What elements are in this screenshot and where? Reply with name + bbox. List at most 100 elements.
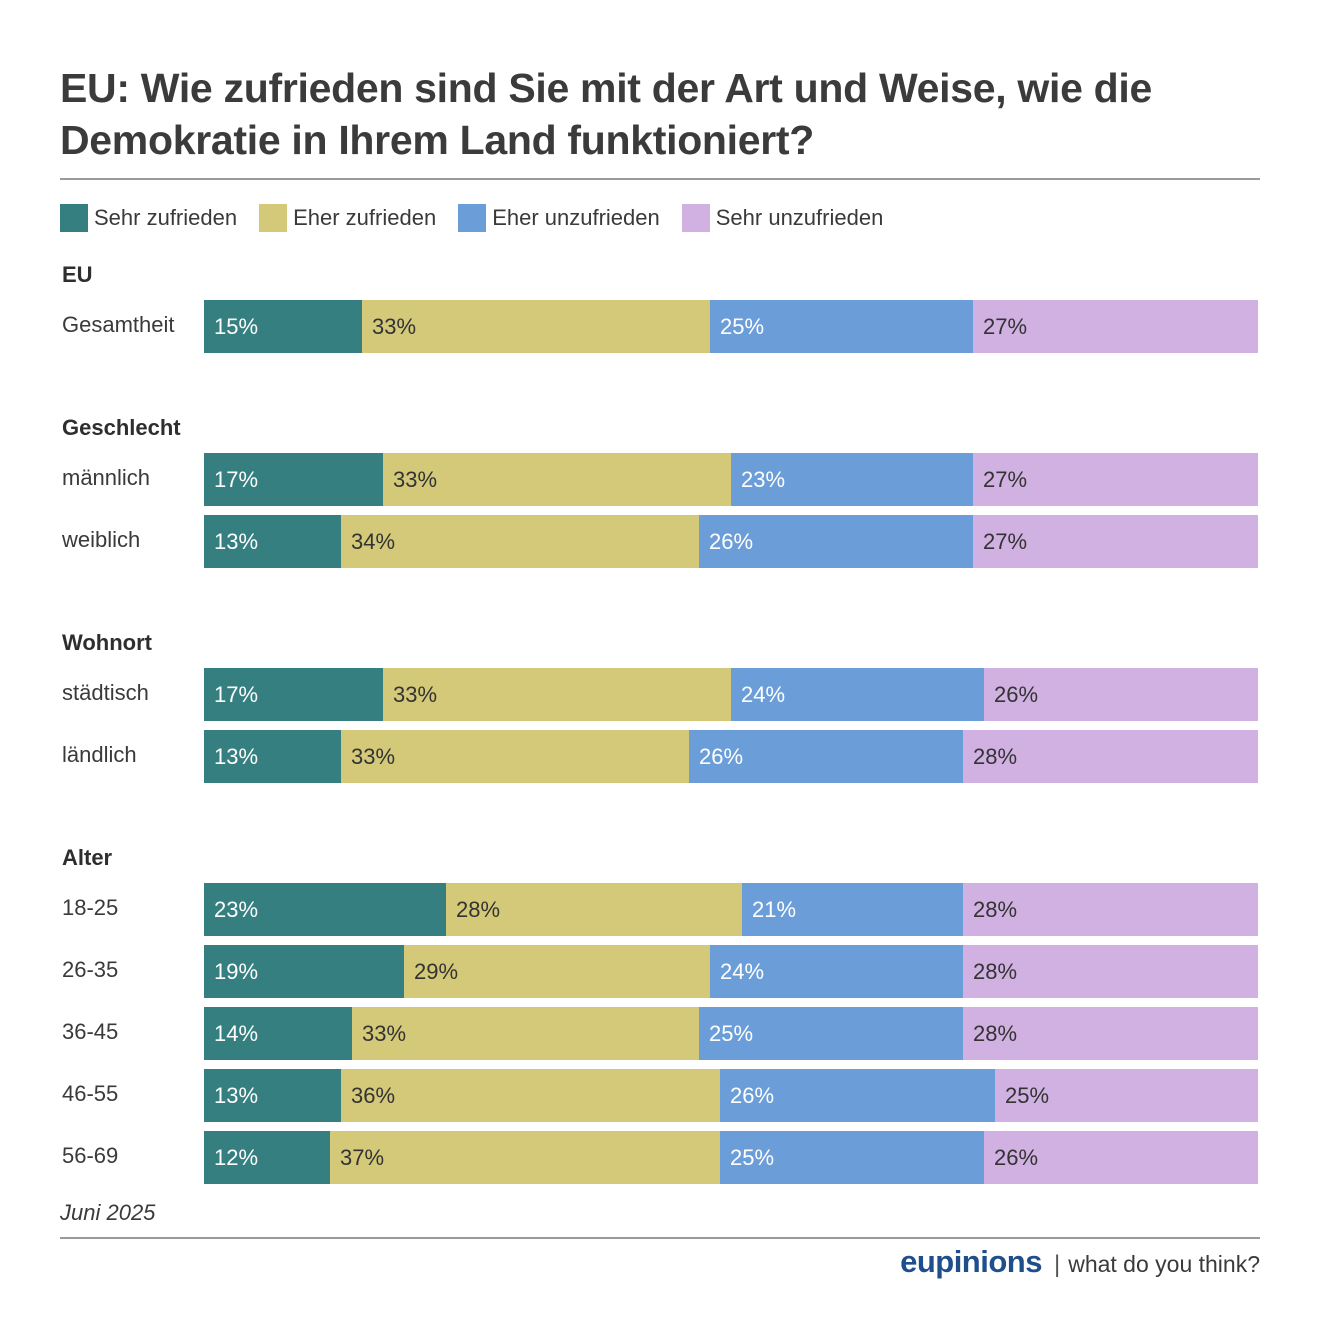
footer-separator: | [1053, 1251, 1061, 1278]
data-label-laendlich-sehr-unzufrieden: 28% [973, 744, 1018, 769]
legend-swatch-eher-unzufrieden [458, 204, 487, 232]
row-label-maennlich: männlich [62, 465, 151, 490]
bar-segment-56-69-eher-zufrieden [330, 1131, 720, 1184]
data-label-56-69-eher-zufrieden: 37% [340, 1145, 385, 1170]
footer-rule [60, 1237, 1260, 1239]
group-label-eu: EU [62, 262, 93, 287]
bar-segment-laendlich-eher-unzufrieden [689, 730, 963, 783]
bar-segment-maennlich-sehr-unzufrieden [973, 453, 1258, 506]
data-label-18-25-sehr-unzufrieden: 28% [973, 897, 1018, 922]
bar-segment-laendlich-eher-zufrieden [341, 730, 689, 783]
data-label-56-69-sehr-zufrieden: 12% [214, 1145, 259, 1170]
legend-item-sehr-zufrieden: Sehr zufrieden [60, 204, 237, 232]
group-label-geschlecht: Geschlecht [62, 415, 181, 440]
legend-swatch-sehr-zufrieden [60, 204, 88, 232]
data-label-maennlich-eher-zufrieden: 33% [393, 467, 438, 492]
footer-tagline: what do you think? [1068, 1251, 1260, 1277]
bar-segment-36-45-eher-zufrieden [352, 1007, 699, 1060]
footer: eupinions | what do you think? [900, 1244, 1260, 1280]
row-label-18-25: 18-25 [62, 895, 119, 920]
bar-segment-gesamtheit-eher-unzufrieden [710, 300, 973, 353]
group-label-wohnort: Wohnort [62, 630, 153, 655]
data-label-staedtisch-sehr-unzufrieden: 26% [994, 682, 1039, 707]
bar-segment-46-55-sehr-zufrieden [204, 1069, 341, 1122]
legend-item-eher-unzufrieden: Eher unzufrieden [458, 204, 660, 232]
row-label-46-55: 46-55 [62, 1081, 119, 1106]
row-label-staedtisch: städtisch [62, 680, 149, 705]
data-label-36-45-sehr-zufrieden: 14% [214, 1021, 259, 1046]
data-label-weiblich-eher-zufrieden: 34% [351, 529, 396, 554]
data-label-46-55-eher-zufrieden: 36% [351, 1083, 396, 1108]
data-label-maennlich-eher-unzufrieden: 23% [741, 467, 786, 492]
data-label-laendlich-eher-unzufrieden: 26% [699, 744, 744, 769]
data-label-gesamtheit-sehr-unzufrieden: 27% [983, 314, 1028, 339]
data-label-26-35-sehr-zufrieden: 19% [214, 959, 259, 984]
group-label-alter: Alter [62, 845, 113, 870]
data-label-laendlich-sehr-zufrieden: 13% [214, 744, 259, 769]
data-label-18-25-eher-unzufrieden: 21% [752, 897, 797, 922]
bar-segment-weiblich-sehr-unzufrieden [973, 515, 1258, 568]
data-label-36-45-sehr-unzufrieden: 28% [973, 1021, 1018, 1046]
bar-segment-gesamtheit-sehr-zufrieden [204, 300, 362, 353]
legend-item-sehr-unzufrieden: Sehr unzufrieden [681, 204, 884, 232]
data-label-18-25-sehr-zufrieden: 23% [214, 897, 259, 922]
data-label-36-45-eher-zufrieden: 33% [362, 1021, 407, 1046]
data-label-gesamtheit-eher-zufrieden: 33% [372, 314, 417, 339]
row-label-26-35: 26-35 [62, 957, 119, 982]
data-label-26-35-eher-unzufrieden: 24% [720, 959, 765, 984]
bar-segment-gesamtheit-eher-zufrieden [362, 300, 710, 353]
bar-segment-maennlich-eher-zufrieden [383, 453, 731, 506]
bar-segment-26-35-sehr-zufrieden [204, 945, 404, 998]
data-label-weiblich-sehr-unzufrieden: 27% [983, 529, 1028, 554]
data-label-staedtisch-sehr-zufrieden: 17% [214, 682, 259, 707]
row-label-36-45: 36-45 [62, 1019, 119, 1044]
bar-segment-56-69-sehr-zufrieden [204, 1131, 330, 1184]
legend: Sehr zufrieden Eher zufrieden Eher unzuf… [60, 203, 905, 233]
date-note: Juni 2025 [60, 1200, 156, 1225]
bar-segment-weiblich-eher-zufrieden [341, 515, 699, 568]
bar-segment-46-55-eher-zufrieden [341, 1069, 720, 1122]
legend-swatch-eher-zufrieden [259, 204, 288, 232]
bar-segment-36-45-sehr-unzufrieden [963, 1007, 1258, 1060]
data-label-gesamtheit-sehr-zufrieden: 15% [214, 314, 259, 339]
data-label-weiblich-eher-unzufrieden: 26% [709, 529, 754, 554]
row-label-gesamtheit: Gesamtheit [62, 312, 175, 337]
data-label-26-35-sehr-unzufrieden: 28% [973, 959, 1018, 984]
data-label-46-55-sehr-unzufrieden: 25% [1005, 1083, 1050, 1108]
data-label-56-69-eher-unzufrieden: 25% [730, 1145, 775, 1170]
bar-segment-maennlich-eher-unzufrieden [731, 453, 973, 506]
bar-segment-26-35-eher-zufrieden [404, 945, 710, 998]
bar-segment-weiblich-sehr-zufrieden [204, 515, 341, 568]
bar-segment-staedtisch-sehr-unzufrieden [984, 668, 1258, 721]
title-rule [60, 178, 1260, 180]
data-label-18-25-eher-zufrieden: 28% [456, 897, 501, 922]
bar-segment-laendlich-sehr-zufrieden [204, 730, 341, 783]
data-label-staedtisch-eher-zufrieden: 33% [393, 682, 438, 707]
bar-segment-36-45-eher-unzufrieden [699, 1007, 963, 1060]
row-label-laendlich: ländlich [62, 742, 137, 767]
legend-label-eher-zufrieden: Eher zufrieden [293, 205, 437, 230]
data-label-maennlich-sehr-zufrieden: 17% [214, 467, 259, 492]
data-label-gesamtheit-eher-unzufrieden: 25% [720, 314, 765, 339]
bar-segment-gesamtheit-sehr-unzufrieden [973, 300, 1258, 353]
bar-segment-26-35-eher-unzufrieden [710, 945, 963, 998]
data-label-staedtisch-eher-unzufrieden: 24% [741, 682, 786, 707]
legend-label-eher-unzufrieden: Eher unzufrieden [492, 205, 660, 230]
bar-segment-18-25-sehr-zufrieden [204, 883, 446, 936]
brand-logo: eupinions [900, 1244, 1042, 1279]
bar-segment-18-25-eher-unzufrieden [742, 883, 963, 936]
data-label-36-45-eher-unzufrieden: 25% [709, 1021, 754, 1046]
data-label-56-69-sehr-unzufrieden: 26% [994, 1145, 1039, 1170]
bar-segment-staedtisch-eher-zufrieden [383, 668, 731, 721]
bar-segment-18-25-sehr-unzufrieden [963, 883, 1258, 936]
bar-segment-36-45-sehr-zufrieden [204, 1007, 352, 1060]
legend-label-sehr-unzufrieden: Sehr unzufrieden [715, 205, 884, 230]
bar-segment-staedtisch-eher-unzufrieden [731, 668, 984, 721]
bar-segment-26-35-sehr-unzufrieden [963, 945, 1258, 998]
data-label-46-55-eher-unzufrieden: 26% [730, 1083, 775, 1108]
row-label-weiblich: weiblich [62, 527, 141, 552]
stacked-bar-chart: EU Gesamtheit 15% 33% 25% 27% Geschlecht männli… [62, 262, 1258, 1184]
bar-segment-maennlich-sehr-zufrieden [204, 453, 383, 506]
legend-item-eher-zufrieden: Eher zufrieden [259, 204, 436, 232]
bar-segment-46-55-sehr-unzufrieden [995, 1069, 1258, 1122]
